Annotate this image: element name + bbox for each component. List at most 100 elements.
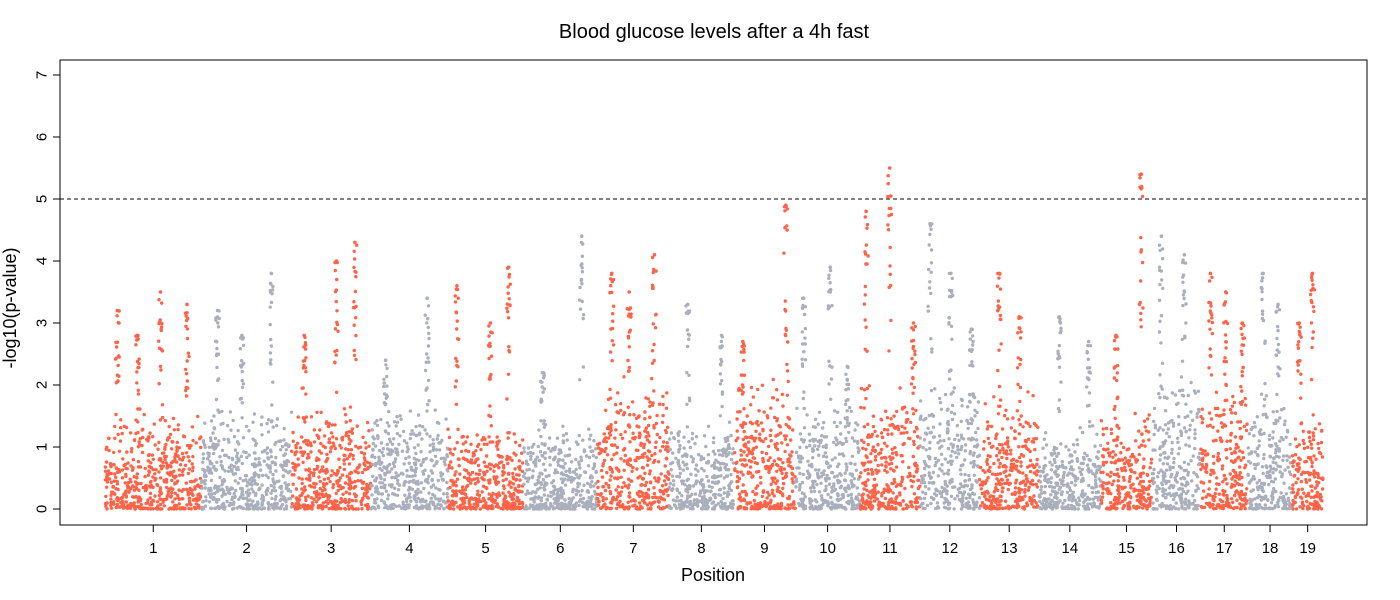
data-point [413,461,418,465]
data-point [847,486,851,491]
peak-point [184,324,188,328]
data-point [312,481,316,486]
data-point [180,506,184,511]
data-point [190,469,195,473]
data-point [155,482,159,487]
data-point [620,436,625,440]
data-point [977,496,982,500]
data-point [251,490,256,494]
peak-point [507,297,511,301]
data-point [455,477,460,481]
data-point [284,448,288,452]
data-point [543,442,547,446]
data-point [587,437,592,441]
data-point [299,450,303,454]
peak-point [425,321,429,325]
data-point [866,435,870,439]
data-point [718,487,723,492]
data-point [889,467,893,471]
data-point [895,409,899,414]
data-point [497,466,501,470]
data-point [455,440,459,445]
peak-point [930,350,934,354]
data-point [389,503,393,508]
data-point [171,500,175,504]
data-point [798,483,802,487]
data-point [412,432,416,436]
data-point [187,459,192,463]
peak-point [269,300,274,305]
data-point [416,507,421,511]
data-point [741,437,745,442]
data-point [892,477,896,482]
data-point [678,447,682,451]
data-point [894,507,898,511]
data-point [304,468,308,472]
peak-point [580,282,584,286]
peak-top-point [115,308,120,313]
data-point [844,439,849,444]
peak-point [610,326,615,331]
data-point [520,461,525,465]
data-point [156,504,160,508]
data-point [363,441,368,445]
data-point [112,479,117,483]
data-point [162,451,166,455]
peak-top-point [455,284,459,288]
data-point [934,488,938,493]
peak-point [888,245,892,250]
data-point [333,423,337,427]
data-point [151,475,155,479]
data-point [240,489,244,494]
data-point [711,500,716,504]
data-point [340,438,344,442]
peak-point [185,359,189,363]
data-point [759,481,763,485]
peak-point [487,334,491,338]
data-point [495,435,499,439]
data-point [475,433,479,437]
data-point [124,474,128,479]
data-point [201,452,205,456]
peak-point [455,359,459,363]
data-point [182,455,186,459]
data-point [844,489,848,494]
data-point [128,477,132,481]
data-point [959,433,964,437]
data-point [325,456,330,461]
data-point [479,447,483,452]
data-point [552,458,556,462]
data-point [722,486,726,490]
data-point [269,483,273,488]
data-point [354,470,358,474]
data-point [878,451,883,455]
data-point [816,422,820,426]
data-point [253,443,258,447]
data-point [859,471,863,475]
data-point [943,457,948,461]
data-point [451,452,455,457]
data-point [131,484,135,488]
data-point [859,503,864,508]
data-point [542,493,547,497]
data-point [646,507,650,511]
peak-point [114,356,118,360]
data-point [582,470,587,474]
data-point [504,477,508,481]
data-point [244,473,248,478]
data-point [821,426,825,430]
data-point [811,484,815,488]
peak-point [116,363,120,368]
data-point [672,436,676,440]
data-point [364,491,368,496]
data-point [416,443,420,447]
data-point [604,481,608,486]
data-point [219,422,223,426]
data-point [546,494,550,498]
peak-point [352,265,356,270]
data-point [361,480,366,485]
data-point [345,474,349,478]
data-point [314,500,319,504]
data-point [744,493,748,497]
data-point [475,492,480,497]
